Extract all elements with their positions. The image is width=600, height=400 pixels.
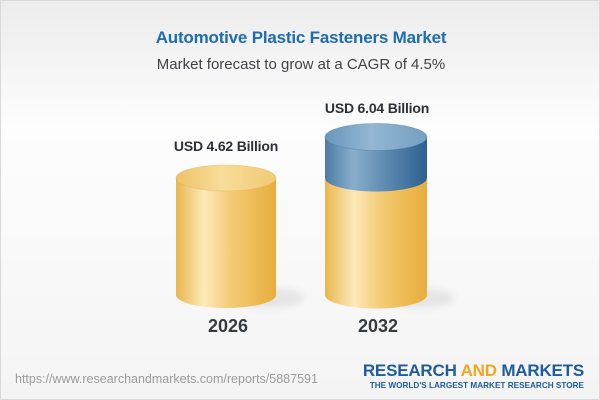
logo-word-and: AND: [460, 361, 497, 380]
research-and-markets-logo: RESEARCH AND MARKETS THE WORLD'S LARGEST…: [363, 362, 584, 390]
bar-2032-cylinder: [324, 123, 428, 309]
page-title: Automotive Plastic Fasteners Market: [155, 28, 447, 47]
bar-2032-growth-segment: [325, 137, 427, 192]
bar-2026-category-label: 2026: [207, 316, 249, 336]
logo-wordmark: RESEARCH AND MARKETS: [363, 362, 584, 379]
bar-2026-cylinder: [175, 164, 277, 308]
logo-word-markets: MARKETS: [501, 361, 584, 380]
logo-word-research: RESEARCH: [362, 361, 457, 380]
bar-2026-value-label: USD 4.62 Billion: [173, 138, 279, 154]
report-url: https://www.researchandmarkets.com/repor…: [15, 372, 318, 386]
bar-2032-value-label: USD 6.04 Billion: [324, 100, 430, 116]
bar-2032-category-label: 2032: [357, 316, 399, 336]
logo-tagline: THE WORLD'S LARGEST MARKET RESEARCH STOR…: [369, 381, 584, 390]
page-subtitle: Market forecast to grow at a CAGR of 4.5…: [156, 56, 446, 73]
